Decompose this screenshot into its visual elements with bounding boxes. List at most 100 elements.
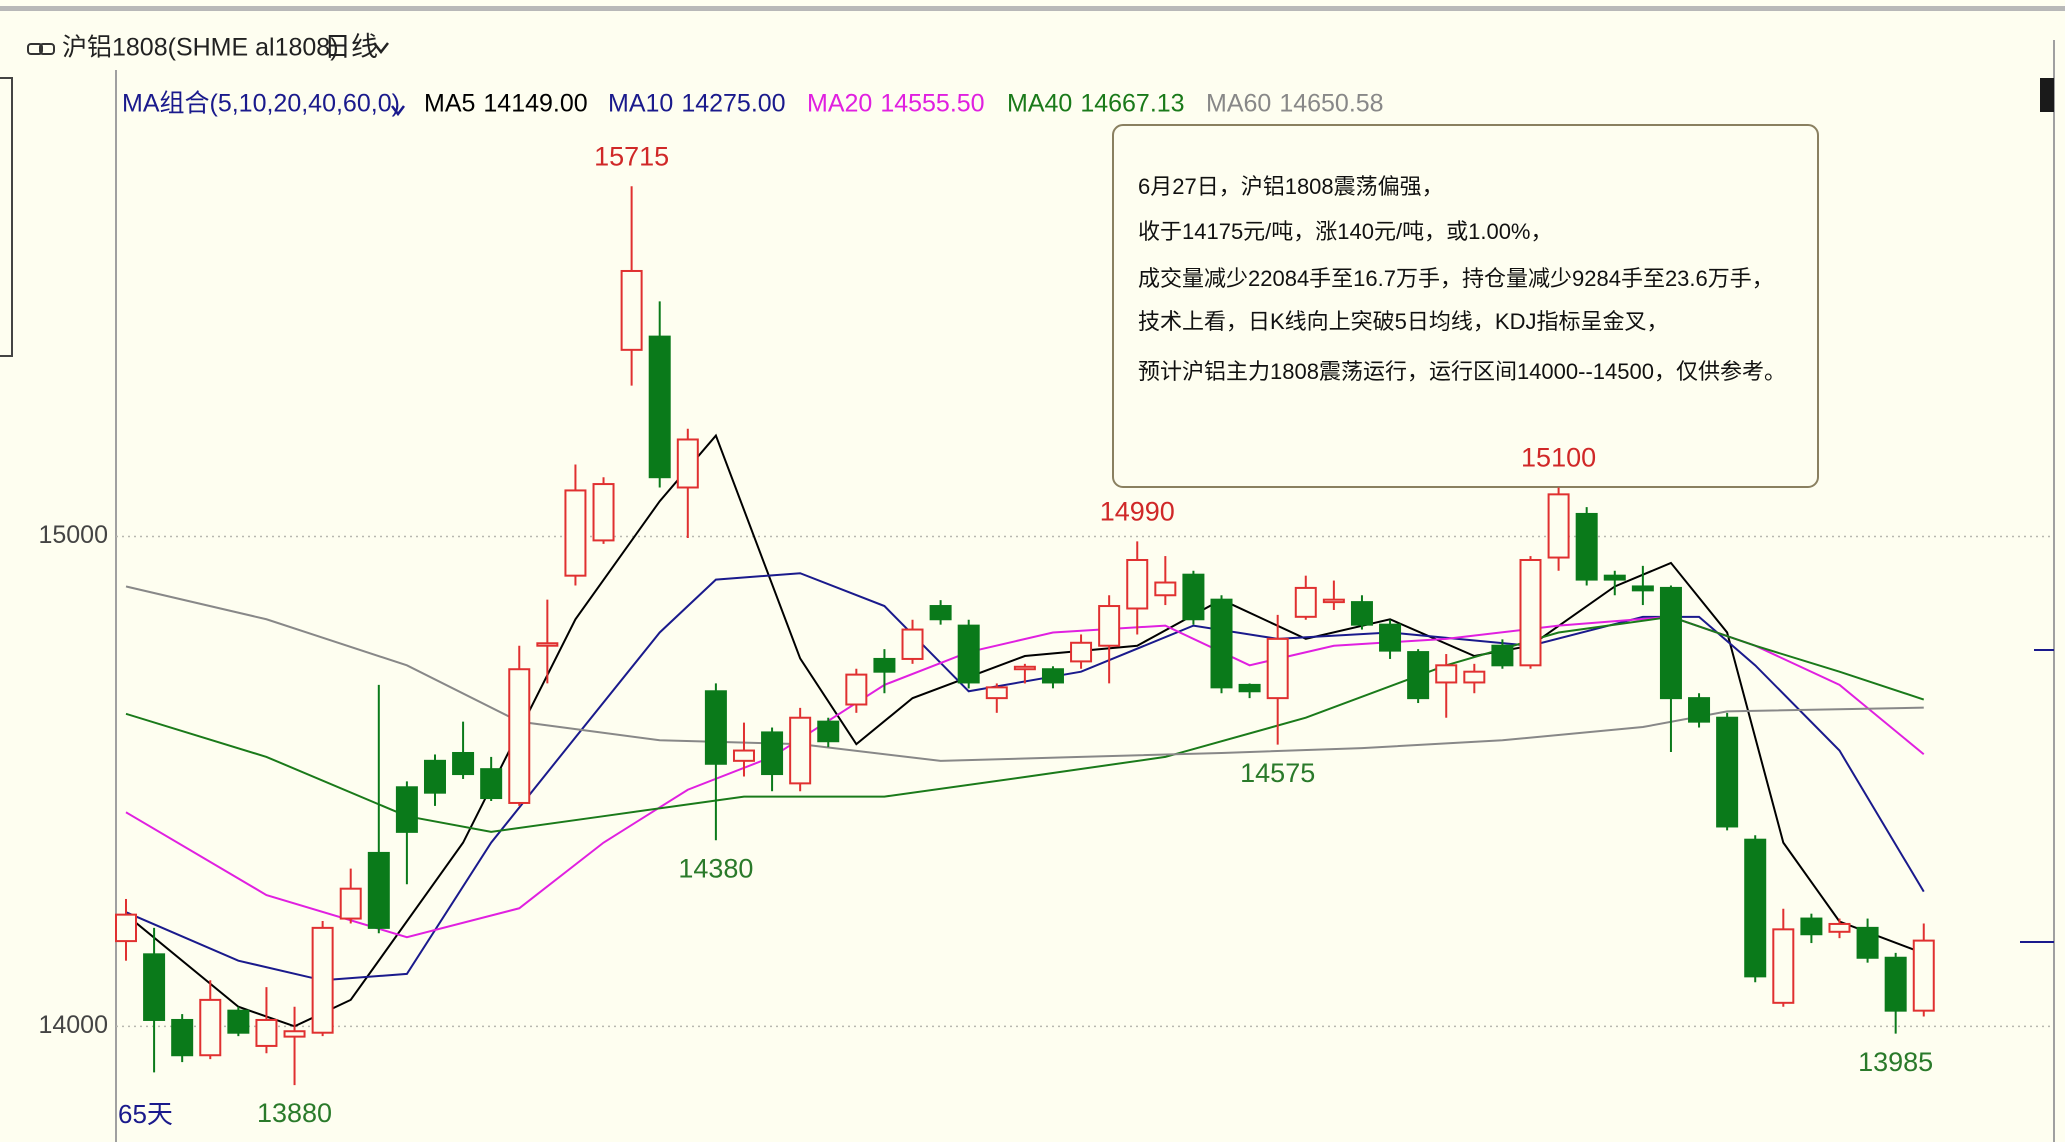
candle-body (1828, 922, 1851, 933)
extreme-label: 14990 (1100, 497, 1175, 527)
candle-body (1266, 637, 1289, 700)
note-line: 成交量减少22084手至16.7万手，持仓量减少9284手至23.6万手， (1138, 266, 1774, 291)
candle-body (452, 751, 475, 776)
candle-body (339, 887, 362, 920)
legend-name: MA5 (424, 90, 475, 118)
dropdown-arrow[interactable] (373, 42, 389, 55)
candle-body (817, 720, 840, 743)
extreme-label: 15100 (1521, 443, 1596, 473)
candle-body (1379, 623, 1402, 652)
legend-name: MA60 (1206, 90, 1271, 118)
candle-body (648, 335, 671, 479)
candle-body (536, 642, 559, 647)
candle-body (1800, 917, 1823, 936)
candle-body (1688, 697, 1711, 723)
period-selector[interactable]: 日线 (324, 32, 378, 62)
candle-body (704, 690, 727, 765)
candle-body (508, 668, 531, 804)
candle-body (1407, 651, 1430, 700)
candle-body (1772, 928, 1795, 1004)
candle-body (845, 673, 868, 706)
candle-body (1098, 605, 1121, 647)
candle-body (1659, 586, 1682, 700)
candle-body (1238, 683, 1261, 693)
candle-body (1603, 574, 1626, 581)
link-icon (27, 43, 55, 55)
candle-body (1744, 838, 1767, 978)
candle-body (1716, 716, 1739, 828)
note-line: 6月27日，沪铝1808震荡偏强， (1138, 174, 1444, 199)
candle-body (255, 1018, 278, 1047)
candle-body (761, 731, 784, 776)
left-bracket (0, 77, 13, 357)
candle-body (1350, 601, 1373, 626)
legend-value: 14149.00 (483, 90, 587, 118)
candle-body (789, 716, 812, 785)
candle-body (620, 269, 643, 351)
legend-value: 14555.50 (880, 90, 984, 118)
candle-body (1463, 670, 1486, 684)
candle-body (1126, 558, 1149, 610)
note-line: 预计沪铝主力1808震荡运行，运行区间14000--14500，仅供参考。 (1138, 359, 1786, 384)
candle-body (929, 605, 952, 621)
note-line: 技术上看，日K线向上突破5日均线，KDJ指标呈金叉， (1138, 309, 1668, 334)
candle-body (423, 759, 446, 794)
candle-body (1631, 585, 1654, 592)
candle-body (1575, 512, 1598, 581)
candle-body (1912, 939, 1935, 1012)
legend-value: 14275.00 (681, 90, 785, 118)
legend-name: MA40 (1007, 90, 1072, 118)
extreme-label: 14380 (678, 853, 753, 883)
legend-value: 14650.58 (1279, 90, 1383, 118)
candle-body (985, 686, 1008, 700)
dropdown-arrow[interactable] (391, 105, 405, 117)
candle-body (283, 1030, 306, 1038)
candle-body (1856, 926, 1879, 959)
candle-body (564, 489, 587, 577)
ma-line (125, 615, 1925, 833)
candle-body (957, 624, 980, 684)
ma-group-label[interactable]: MA组合(5,10,20,40,60,0) (122, 90, 400, 118)
candle-body (1070, 641, 1093, 663)
y-tick-label: 14000 (38, 1011, 108, 1039)
candle-body (592, 483, 615, 542)
candle-body (311, 926, 334, 1034)
candle-body (480, 768, 503, 800)
candle-body (1547, 493, 1570, 559)
extreme-label: 15715 (594, 141, 669, 171)
instrument-title: 沪铝1808(SHME al1808) (62, 34, 339, 62)
candle-body (171, 1018, 194, 1057)
top-bar (0, 6, 2065, 11)
legend-value: 14667.13 (1080, 90, 1184, 118)
scroll-marker (2040, 78, 2054, 112)
candle-body (367, 851, 390, 929)
candle-body (227, 1009, 250, 1034)
candle-body (1182, 573, 1205, 621)
candle-body (732, 749, 755, 762)
y-tick-label: 15000 (38, 521, 108, 549)
legend-name: MA20 (807, 90, 872, 118)
candle-body (1519, 558, 1542, 667)
extreme-label: 13985 (1858, 1047, 1933, 1077)
candle-body (143, 953, 166, 1021)
candle-body (115, 913, 137, 943)
extreme-label: 14575 (1240, 758, 1315, 788)
note-box (1112, 124, 1819, 488)
candle-body (873, 657, 896, 673)
ma-line (125, 585, 1924, 762)
candle-body (901, 628, 924, 660)
candle-body (676, 438, 699, 489)
candle-body (1041, 668, 1064, 684)
days-label: 65天 (118, 1099, 173, 1129)
candle-body (1210, 598, 1233, 689)
candle-body (1435, 664, 1458, 684)
candle-body (1884, 956, 1907, 1012)
candle-body (1294, 586, 1317, 618)
candle-body (1491, 644, 1514, 667)
candle-body (199, 998, 222, 1057)
candle-body (1154, 581, 1177, 597)
legend-name: MA10 (608, 90, 673, 118)
candle-body (1013, 665, 1036, 671)
note: 6月27日，沪铝1808震荡偏强， 收于14175元/吨，涨140元/吨，或1.0… (1138, 174, 1786, 384)
